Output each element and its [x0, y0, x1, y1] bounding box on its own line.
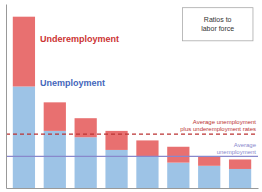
texts: Averageunemployment Average unemploymentp…: [40, 8, 257, 156]
bar: [44, 131, 66, 188]
bar-series: [13, 86, 251, 188]
x-axis-line: [7, 188, 259, 189]
reference-line-label: Average unemploymentplus underemployment…: [180, 119, 256, 132]
marks: [6, 17, 258, 188]
bar: [136, 156, 158, 188]
y-axis-line: [6, 5, 7, 189]
bar: [105, 131, 127, 150]
bar: [136, 140, 158, 156]
bar: [229, 169, 251, 188]
reference-line-label: Averageunemployment: [217, 142, 257, 155]
note-frame: [182, 8, 253, 41]
bar: [13, 17, 35, 87]
bar: [167, 147, 189, 163]
chart: Averageunemployment Average unemploymentp…: [0, 0, 262, 192]
reference-line: [6, 156, 258, 157]
bar: [105, 150, 127, 188]
bar: [44, 102, 66, 131]
bar: [198, 156, 220, 166]
reference-line: [6, 133, 258, 134]
note-text: Ratios tolabor force: [201, 16, 234, 32]
bar: [198, 166, 220, 188]
bar: [75, 137, 97, 188]
bar: [229, 159, 251, 169]
note-box: Ratios tolabor force: [182, 8, 253, 41]
bar: [13, 86, 35, 188]
x-axis: [7, 188, 259, 189]
plot: Averageunemployment Average unemploymentp…: [6, 5, 259, 189]
series-label: Underemployment: [40, 34, 119, 44]
series-label: Unemployment: [40, 78, 105, 88]
y-axis: [6, 5, 7, 189]
bar: [167, 163, 189, 188]
